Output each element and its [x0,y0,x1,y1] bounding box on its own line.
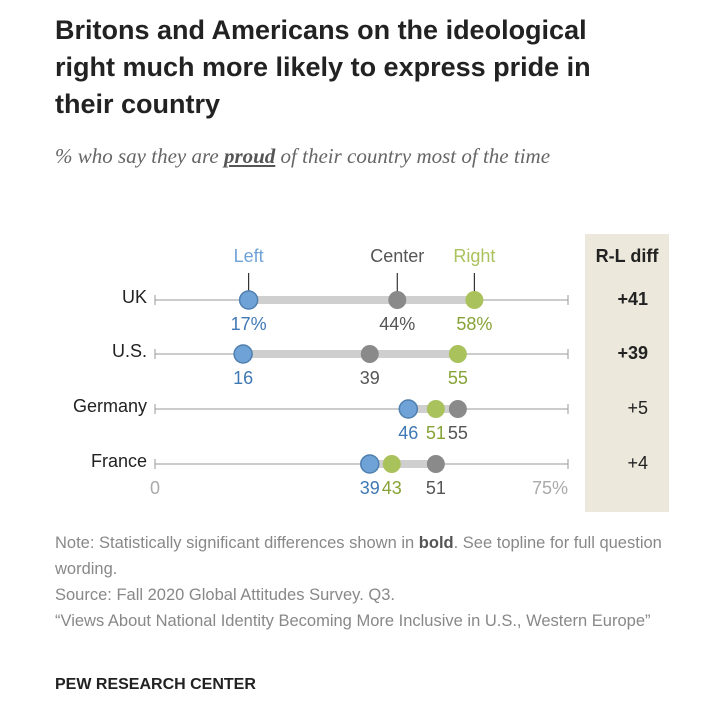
dot [426,455,445,473]
value-label: 44% [379,314,415,334]
dot [238,290,259,310]
category-label: UK [122,287,147,307]
note: Note: Statistically significant differen… [55,530,675,582]
subtitle: % who say they are proud of their countr… [55,142,655,171]
note-text: Note: Statistically significant differen… [55,534,419,552]
diff-value: +5 [627,398,648,418]
dot [448,345,467,363]
series-header: Center [370,246,424,266]
dot [448,400,467,418]
category-label: France [91,451,147,471]
subtitle-emphasis: proud [223,144,276,168]
value-label: 55 [448,423,468,443]
value-label: 51 [426,423,446,443]
dot [233,344,253,364]
value-label: 43 [382,478,402,498]
dot [388,291,407,309]
series-header: Left [234,246,264,266]
value-label: 46 [398,423,418,443]
value-label: 17% [231,314,267,334]
value-label: 58% [456,314,492,334]
value-label: 51 [426,478,446,498]
report-title: “Views About National Identity Becoming … [55,612,651,630]
x-tick-label: 75% [532,478,568,498]
dot [465,291,484,309]
diff-column [585,234,669,512]
title: Britons and Americans on the ideological… [55,15,591,119]
dot [426,400,445,418]
value-label: 55 [448,368,468,388]
value-label: 39 [360,478,380,498]
diff-value: +4 [627,453,648,473]
diff-value: +41 [617,289,648,309]
dot [360,454,380,474]
footer: PEW RESEARCH CENTER [55,676,256,693]
value-label: 16 [233,368,253,388]
diff-value: +39 [617,343,648,363]
category-label: Germany [73,396,147,416]
subtitle-text: % who say they are [55,144,224,168]
dot [382,455,401,473]
series-header: Right [453,246,495,266]
diff-header: R-L diff [596,246,660,266]
source: Source: Fall 2020 Global Attitudes Surve… [55,586,395,604]
dot [360,345,379,363]
category-label: U.S. [112,341,147,361]
x-tick-label: 0 [150,478,160,498]
subtitle-text: of their country most of the time [275,144,551,168]
dot [398,399,419,419]
note-text: . See topline for full question wording. [55,534,662,578]
note-emphasis: bold [418,534,454,552]
value-label: 39 [360,368,380,388]
notes: Note: Statistically significant differen… [55,530,675,634]
